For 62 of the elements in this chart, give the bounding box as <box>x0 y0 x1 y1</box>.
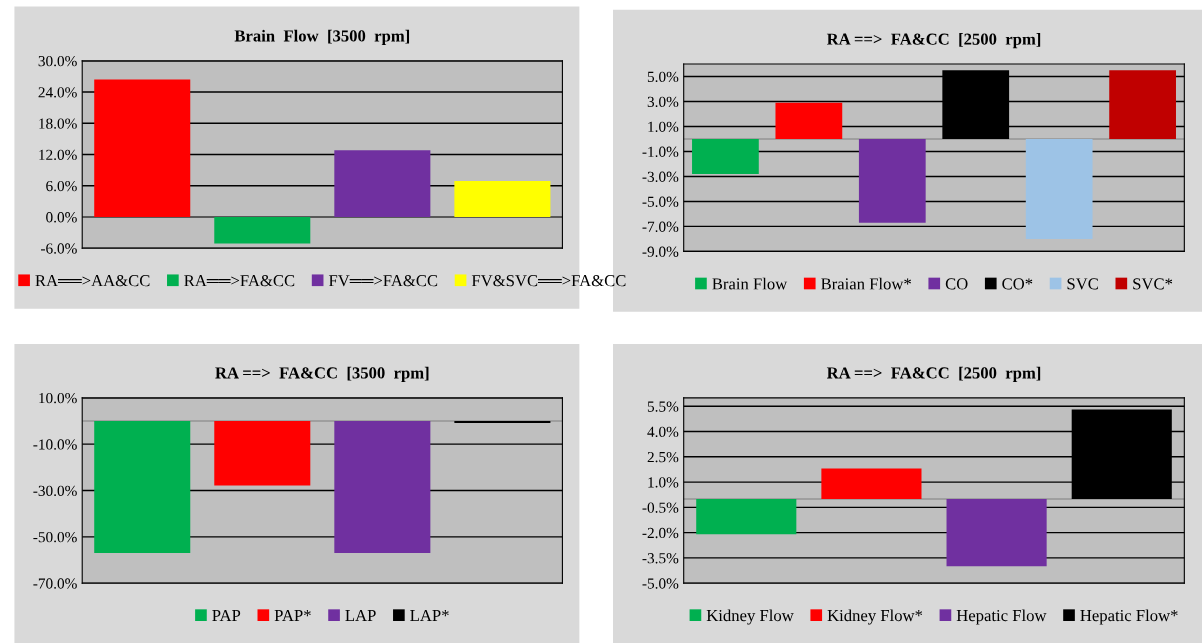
y-tick-label: -2.0% <box>642 527 679 539</box>
legend-label: Braian Flow* <box>821 277 911 290</box>
y-tick-label: -3.0% <box>642 171 679 182</box>
bar <box>858 138 926 223</box>
legend-label: FV&SVC══>FA&CC <box>471 275 626 287</box>
y-tick-label: 4.0% <box>647 426 679 438</box>
y-tick-label: 12.0% <box>39 149 77 161</box>
bar <box>1109 70 1176 139</box>
bar <box>454 181 551 217</box>
y-tick-label: 10.0% <box>39 392 77 404</box>
y-tick-label: 0.0% <box>46 212 77 223</box>
bar <box>214 216 311 244</box>
legend-label: Kidney Flow* <box>827 609 923 625</box>
chart-title: Brain Flow [3500 rpm] <box>234 29 410 45</box>
y-tick-label: 6.0% <box>46 180 77 192</box>
bar <box>692 138 759 174</box>
legend-label: RA══>AA&CC <box>35 275 150 287</box>
legend-label: Kidney Flow <box>706 609 794 625</box>
chart-title: RA ==> FA&CC [2500 rpm] <box>826 366 1041 382</box>
y-tick-label: -50.0% <box>33 532 77 543</box>
legend-label: PAP <box>212 609 241 621</box>
y-tick-label: -7.0% <box>642 221 679 232</box>
y-tick-label: 1.0% <box>648 477 679 488</box>
legend-label: SVC <box>1067 278 1098 290</box>
legend-label: Hepatic Flow* <box>1080 609 1178 625</box>
y-tick-label: -3.5% <box>642 553 679 564</box>
y-tick-label: 18.0% <box>39 118 77 129</box>
y-tick-label: 30.0% <box>38 55 77 67</box>
bar <box>821 468 922 499</box>
y-tick-label: -10.0% <box>33 439 77 450</box>
chart-title: RA ==> FA&CC [2500 rpm] <box>826 33 1041 49</box>
bar <box>775 102 843 139</box>
legend-label: PAP* <box>274 609 311 621</box>
legend-label: Brain Flow <box>712 277 788 290</box>
legend-label: FV══>FA&CC <box>328 275 438 287</box>
legend-label: Hepatic Flow <box>956 609 1047 625</box>
y-tick-label: -9.0% <box>642 246 679 257</box>
legend-label: RA══>FA&CC <box>184 275 295 287</box>
bar <box>334 150 431 217</box>
y-tick-label: -1.0% <box>642 146 679 157</box>
bar <box>946 498 1047 567</box>
y-tick-label: 5.5% <box>647 401 679 412</box>
y-tick-label: -30.0% <box>33 485 77 497</box>
y-tick-label: 1.0% <box>648 121 679 133</box>
y-tick-label: 5.0% <box>647 71 679 83</box>
y-tick-label: -6.0% <box>41 243 77 254</box>
y-tick-label: 2.5% <box>647 451 679 463</box>
y-tick-label: -0.5% <box>642 502 679 513</box>
y-tick-label: -70.0% <box>33 578 77 589</box>
bar <box>94 79 191 217</box>
legend-label: CO* <box>1002 278 1033 290</box>
legend-label: LAP <box>345 609 376 621</box>
bar <box>1025 138 1093 239</box>
legend-label: LAP* <box>410 609 449 621</box>
y-tick-label: 24.0% <box>38 87 77 98</box>
y-tick-label: -5.0% <box>642 578 679 589</box>
legend-label: CO <box>945 278 968 290</box>
bar <box>696 498 797 535</box>
y-tick-label: -5.0% <box>642 196 679 207</box>
legend-label: SVC* <box>1133 278 1173 290</box>
y-tick-label: 3.0% <box>647 96 679 108</box>
chart-title: RA ==> FA&CC [3500 rpm] <box>215 366 429 382</box>
